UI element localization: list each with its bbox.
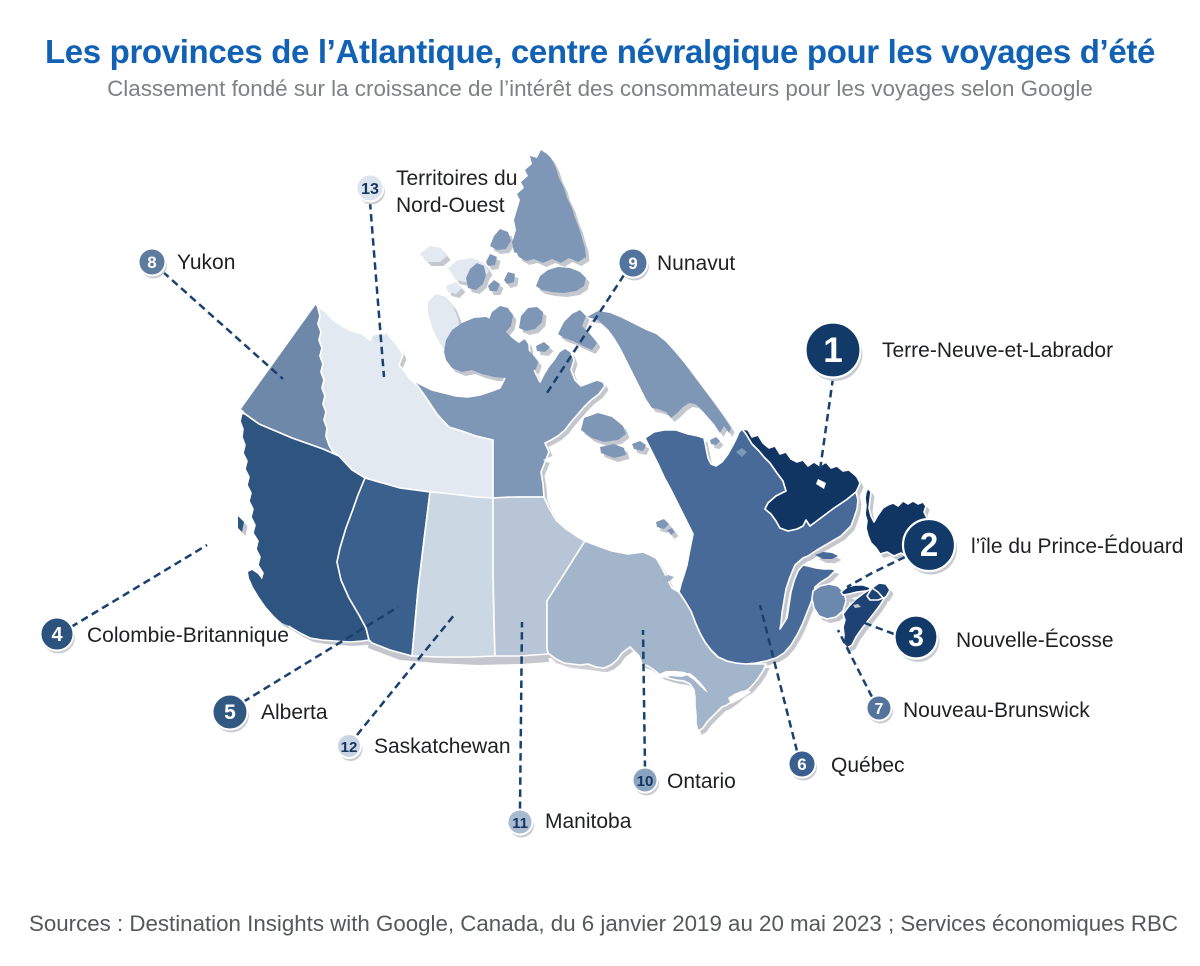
svg-text:10: 10 (637, 773, 654, 790)
svg-text:1: 1 (823, 331, 842, 370)
svg-text:l’île du Prince-Édouard: l’île du Prince-Édouard (971, 535, 1183, 558)
svg-text:Nouveau-Brunswick: Nouveau-Brunswick (903, 699, 1090, 722)
svg-text:Nunavut: Nunavut (657, 252, 735, 275)
svg-text:Nouvelle-Écosse: Nouvelle-Écosse (956, 629, 1114, 652)
svg-text:11: 11 (512, 815, 528, 832)
svg-text:Manitoba: Manitoba (545, 810, 632, 833)
svg-text:8: 8 (147, 253, 156, 272)
svg-text:Colombie-Britannique: Colombie-Britannique (87, 624, 289, 647)
svg-text:Yukon: Yukon (177, 251, 235, 274)
svg-text:6: 6 (797, 755, 806, 774)
svg-text:Ontario: Ontario (667, 770, 736, 793)
svg-text:12: 12 (341, 739, 358, 756)
svg-text:2: 2 (920, 526, 938, 563)
svg-text:Québec: Québec (831, 754, 905, 777)
svg-text:9: 9 (628, 254, 637, 273)
svg-text:13: 13 (361, 181, 379, 198)
svg-text:Terre-Neuve-et-Labrador: Terre-Neuve-et-Labrador (882, 339, 1113, 362)
svg-text:Alberta: Alberta (261, 701, 328, 724)
svg-text:Nord-Ouest: Nord-Ouest (396, 194, 505, 217)
svg-text:3: 3 (908, 621, 924, 652)
svg-text:Territoires du: Territoires du (396, 167, 517, 190)
svg-text:7: 7 (875, 701, 884, 718)
svg-text:4: 4 (51, 624, 63, 646)
svg-text:5: 5 (224, 701, 236, 724)
svg-text:Saskatchewan: Saskatchewan (374, 735, 511, 758)
